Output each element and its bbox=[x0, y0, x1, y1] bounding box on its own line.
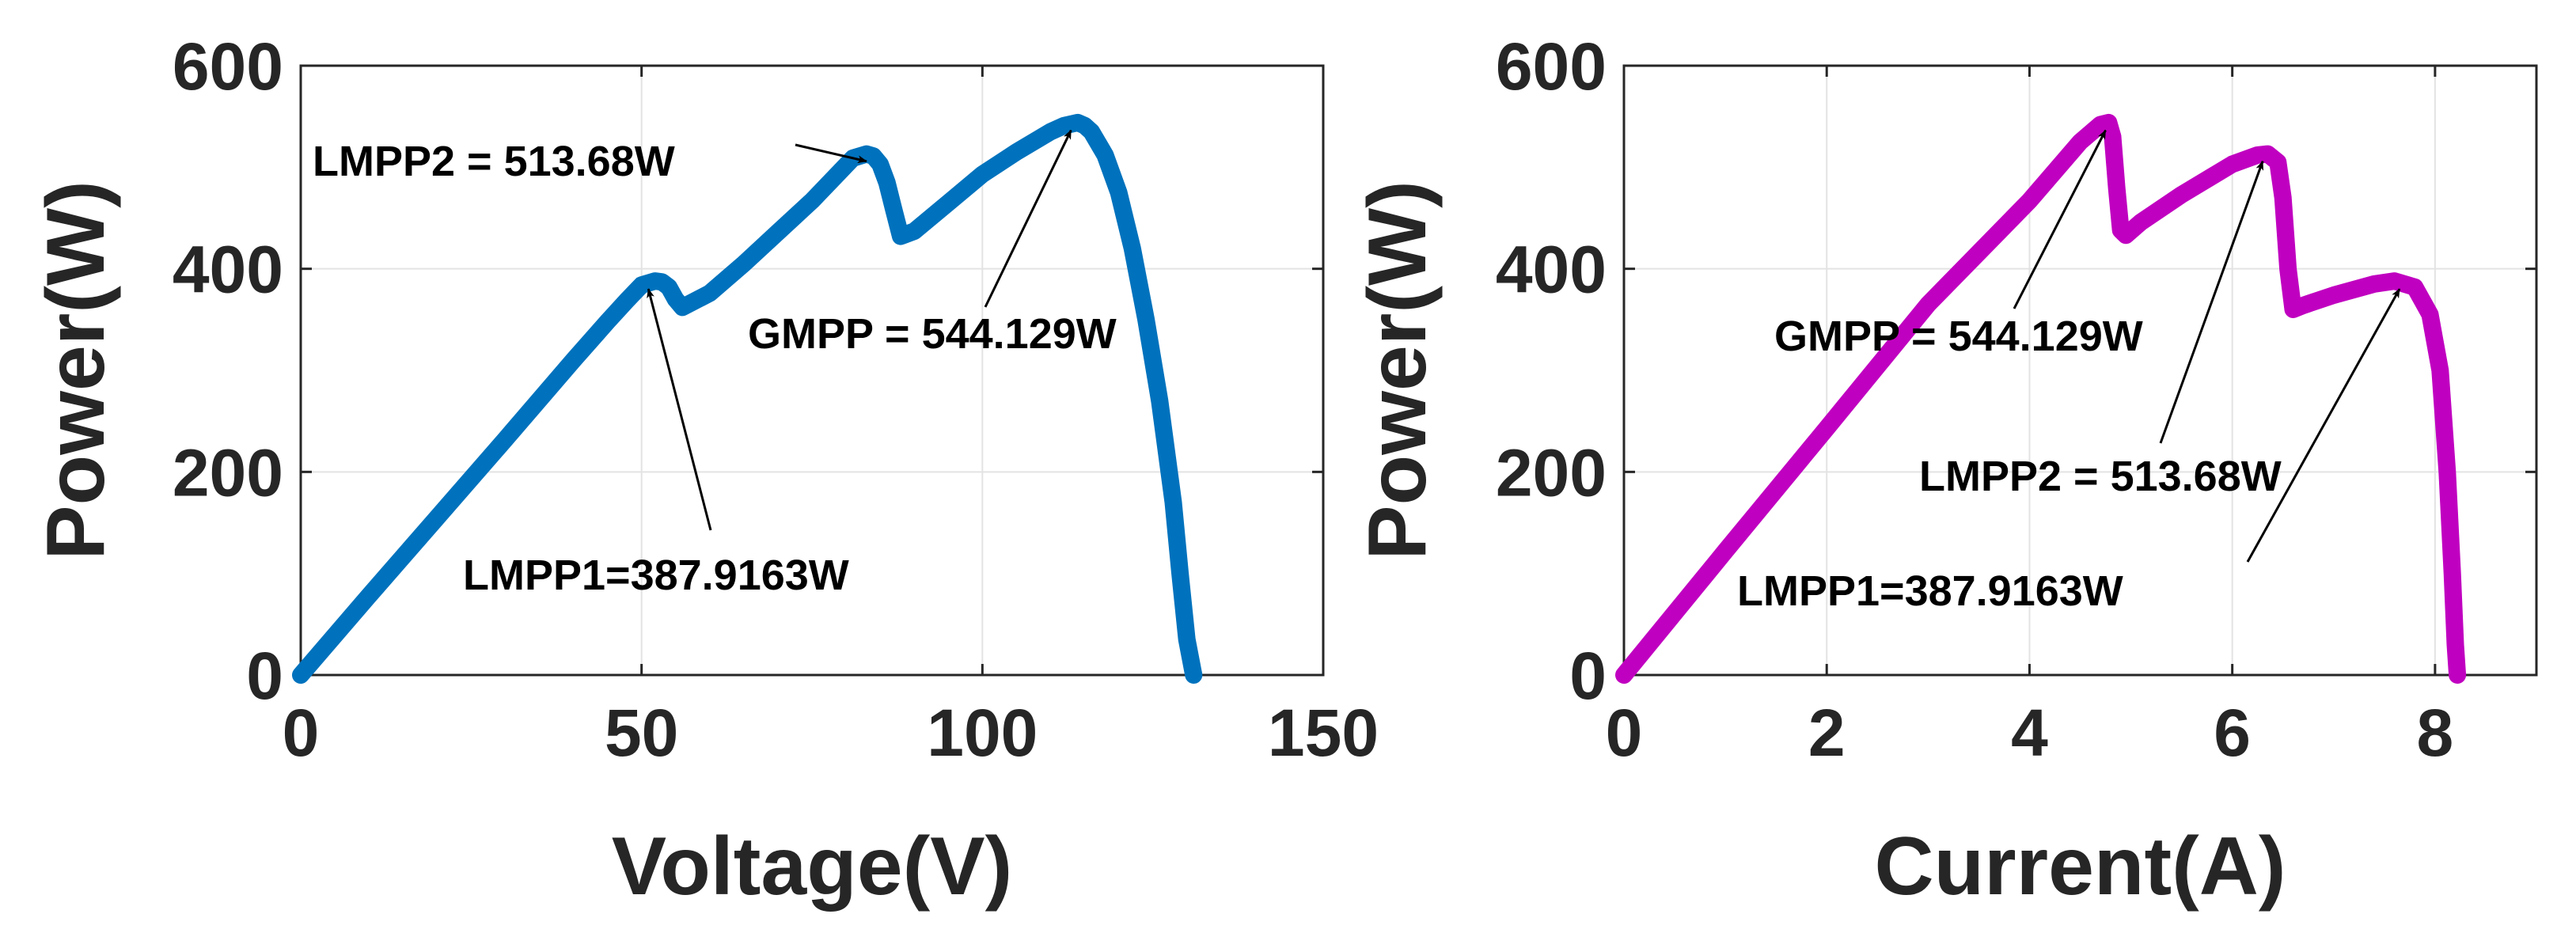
chart-power-vs-current: 0 2 4 6 8 0 200 400 600 Current(A) Power(W) GMPP = … bbox=[1352, 29, 2538, 912]
y-tick-label: 400 bbox=[173, 233, 283, 307]
annotation-arrow bbox=[2013, 129, 2107, 309]
series-line bbox=[1615, 113, 2467, 684]
x-tick-label: 150 bbox=[1268, 696, 1379, 770]
annotation-label: LMPP1=387.9163W bbox=[463, 552, 849, 599]
y-axis-label: Power(W) bbox=[1352, 180, 1444, 560]
x-tick-label: 8 bbox=[2417, 696, 2454, 770]
y-tick-label: 600 bbox=[173, 29, 283, 104]
x-tick-label: 0 bbox=[283, 696, 320, 770]
y-tick-label: 400 bbox=[1496, 233, 1607, 307]
x-axis-label: Voltage(V) bbox=[612, 821, 1013, 912]
annotation-arrow bbox=[2159, 160, 2264, 444]
x-axis-label: Current(A) bbox=[1875, 821, 2286, 912]
annotation-arrow bbox=[795, 143, 867, 164]
annotation-arrow bbox=[984, 129, 1072, 308]
annotation-arrow bbox=[647, 288, 712, 531]
plot-area-frame bbox=[299, 64, 1325, 677]
x-tick-label: 6 bbox=[2214, 696, 2251, 770]
y-axis-label: Power(W) bbox=[30, 180, 122, 560]
y-tick-label: 200 bbox=[1496, 435, 1607, 510]
x-tick-label: 50 bbox=[605, 696, 678, 770]
y-tick-label: 0 bbox=[246, 639, 283, 713]
series-line bbox=[292, 113, 1203, 684]
annotation-label: LMPP2 = 513.68W bbox=[313, 138, 675, 185]
y-tick-label: 200 bbox=[173, 435, 283, 510]
x-tick-label: 4 bbox=[2011, 696, 2048, 770]
chart-power-vs-voltage: 0 50 100 150 0 200 400 600 Voltage(V) Power(W) LMP… bbox=[30, 29, 1379, 912]
plot-area-frame bbox=[1622, 64, 2538, 677]
y-tick-label: 600 bbox=[1496, 29, 1607, 104]
x-tick-label: 100 bbox=[927, 696, 1038, 770]
annotation-arrow bbox=[2246, 288, 2401, 563]
annotation-label: GMPP = 544.129W bbox=[1774, 313, 2143, 360]
annotation-label: GMPP = 544.129W bbox=[748, 310, 1117, 358]
annotation-label: LMPP2 = 513.68W bbox=[1919, 453, 2282, 500]
annotation-label: LMPP1=387.9163W bbox=[1737, 567, 2123, 615]
y-tick-label: 0 bbox=[1569, 639, 1607, 713]
x-tick-label: 2 bbox=[1808, 696, 1846, 770]
x-tick-label: 0 bbox=[1606, 696, 1643, 770]
